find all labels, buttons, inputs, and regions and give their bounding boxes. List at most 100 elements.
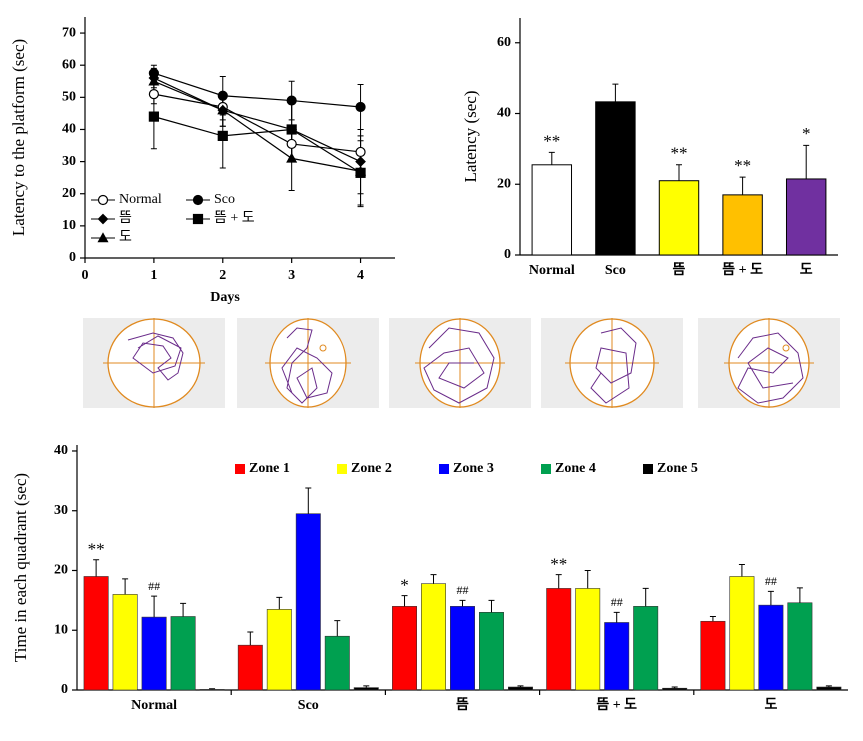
y-axis-label: Latency to the platform (sec) [9,39,28,236]
x-tick-label: Normal [529,263,575,278]
marker [217,90,228,101]
line [153,93,361,153]
y-tick-label: 50 [62,90,76,105]
error-bar [555,574,562,589]
error-bar [613,611,620,623]
marker [217,104,229,115]
marker [355,101,366,113]
marker [286,138,297,150]
x-axis-label: Days [210,290,240,305]
trajectory-do [698,318,840,408]
y-tick-label: 30 [62,154,76,169]
legend-label: Zone 1 [249,461,290,476]
bar [575,588,601,691]
bar [199,689,225,691]
y-tick-label: 10 [54,622,68,637]
bar [266,609,292,691]
bar [170,616,196,691]
legend-label: Sco [214,192,235,207]
error-bar [122,578,129,595]
significance: * [802,124,811,143]
y-tick-label: 20 [497,176,511,191]
error-bar [709,616,716,622]
x-tick-label: Sco [605,263,626,278]
bar [546,588,572,691]
error-bar [363,685,370,688]
legend-label: Zone 5 [657,461,698,476]
bar [295,513,321,691]
bar [353,687,379,691]
error-bar [401,595,408,607]
bar [633,606,659,691]
error-bar [209,688,216,690]
x-tick-label: 도 [764,697,777,713]
x-tick-label: 1 [150,268,157,283]
significance: ** [734,156,751,175]
bar [722,194,763,256]
legend-swatch [337,464,347,474]
legend-swatch [235,464,245,474]
y-tick-label: 40 [54,443,68,458]
legend-label: 도 [119,230,132,245]
marker [355,165,367,176]
significance: * [400,575,409,594]
error-bar [305,487,312,514]
y-tick-label: 70 [62,25,76,40]
y-tick-label: 20 [62,186,76,201]
error-bar [334,620,341,637]
x-tick-label: 0 [82,268,89,283]
legend-marker [97,194,109,206]
significance: ## [611,595,623,609]
significance: ## [765,574,777,588]
significance: ## [148,579,160,593]
error-bar [517,685,524,688]
legend-label: 뜸 [119,211,132,226]
legend-label: Zone 2 [351,461,392,476]
x-tick-label: 4 [357,268,364,283]
bar [531,164,573,256]
marker [217,130,228,141]
error-bar [642,587,649,607]
error-bar [612,83,619,102]
y-axis-label: Time in each quadrant (sec) [11,473,30,662]
legend-swatch [439,464,449,474]
x-tick-label: 2 [219,268,226,283]
y-tick-label: 40 [62,122,76,137]
marker [148,89,159,100]
significance: ** [550,555,567,574]
y-tick-label: 20 [54,563,68,578]
error-bar [459,599,466,607]
bar [700,620,726,691]
significance: ** [88,540,105,559]
y-tick-label: 40 [497,106,511,121]
error-bar [803,144,810,179]
bar [421,583,446,691]
x-tick-label: 뜸 + 도 [596,697,637,713]
trajectory-images [83,318,840,408]
bar [141,616,167,691]
trajectory-tteum [389,318,531,408]
bar [450,606,475,691]
error-bar [738,564,745,577]
error-bar [548,151,555,165]
marker [355,156,366,167]
x-tick-label: 도 [800,262,813,278]
error-bar [739,176,746,195]
error-bar [430,574,437,584]
x-tick-label: 3 [288,268,295,283]
x-tick-label: Sco [298,698,319,713]
trajectory-tteum-do [541,318,683,408]
trajectory-sco [237,318,379,408]
error-bar [825,685,832,688]
y-tick-label: 0 [61,682,68,697]
bar [237,644,263,691]
y-tick-label: 30 [54,503,68,518]
y-axis-label: Latency (sec) [461,90,480,182]
legend-swatch [541,464,551,474]
bar [816,686,842,691]
marker [286,95,297,106]
significance: ## [457,583,469,597]
y-tick-label: 60 [497,35,511,50]
x-tick-label: Normal [131,698,177,713]
